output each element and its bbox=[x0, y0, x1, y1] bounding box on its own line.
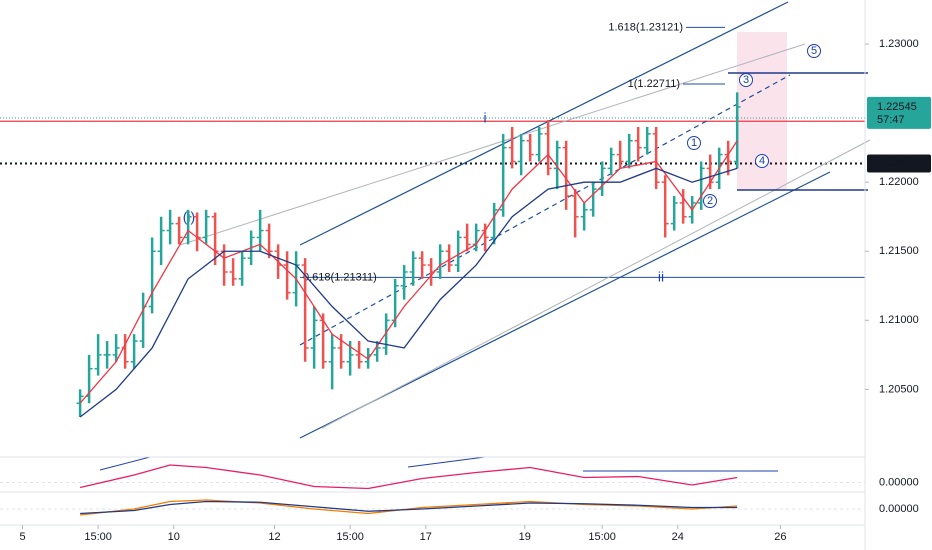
channel-mid bbox=[299, 74, 791, 346]
y-tick-label: 1.20500 bbox=[879, 383, 919, 395]
channel-upper bbox=[299, 1, 789, 246]
wave-label: 5 bbox=[811, 45, 817, 57]
wave-label: 2 bbox=[707, 195, 713, 207]
x-tick-label: 26 bbox=[774, 531, 786, 543]
pane-arrow bbox=[407, 456, 486, 468]
fib-label: 1.618(1.23121) bbox=[608, 21, 683, 33]
wave-label: 3 bbox=[743, 74, 749, 86]
x-tick-label: 5 bbox=[19, 531, 25, 543]
pane-tick-label: 0.00000 bbox=[879, 503, 919, 515]
countdown-label: 57:47 bbox=[877, 114, 905, 126]
x-tick-label: 15:00 bbox=[336, 531, 364, 543]
wave-label: 4 bbox=[759, 155, 765, 167]
guide-line bbox=[321, 139, 871, 429]
pane-line bbox=[79, 464, 738, 490]
circle bbox=[687, 136, 701, 150]
pane-tick-label: 0.00000 bbox=[879, 476, 919, 488]
x-tick-label: 24 bbox=[672, 531, 684, 543]
moving-average bbox=[79, 140, 738, 404]
y-tick-label: 1.22000 bbox=[879, 176, 919, 188]
wave-label: 1 bbox=[691, 137, 697, 149]
x-tick-label: 17 bbox=[420, 531, 432, 543]
last-price-tag bbox=[867, 96, 931, 129]
fib-label: 1(1.22711) bbox=[628, 78, 680, 90]
circle bbox=[703, 194, 717, 208]
x-tick-label: 15:00 bbox=[84, 531, 112, 543]
x-tick-label: 19 bbox=[519, 531, 531, 543]
wave-circles bbox=[687, 44, 821, 208]
circle bbox=[755, 154, 769, 168]
last-price-label: 1.22545 bbox=[877, 101, 917, 113]
fib-label: 0.618(1.21311) bbox=[303, 271, 377, 283]
guides bbox=[179, 43, 871, 429]
x-tick-label: 10 bbox=[168, 531, 180, 543]
pane-arrow bbox=[99, 456, 151, 471]
circle bbox=[739, 73, 753, 87]
guide-line bbox=[179, 43, 806, 246]
pane-line bbox=[80, 500, 738, 515]
marked-price-label: 1.22135 bbox=[877, 157, 917, 169]
wave-label: i bbox=[483, 110, 486, 126]
x-tick-label: 12 bbox=[268, 531, 280, 543]
circle bbox=[807, 44, 821, 58]
x-tick-label: 15:00 bbox=[588, 531, 616, 543]
marked-price-tag bbox=[867, 154, 931, 173]
y-tick-label: 1.23000 bbox=[879, 38, 919, 50]
wave-label: ii bbox=[658, 269, 664, 285]
y-tick-label: 1.21500 bbox=[879, 245, 919, 257]
moving-average bbox=[79, 167, 738, 418]
y-tick-label: 1.21000 bbox=[879, 314, 919, 326]
